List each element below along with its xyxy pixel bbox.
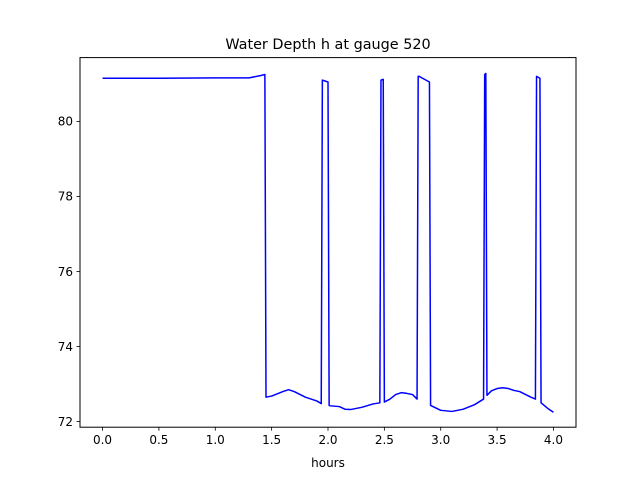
x-tick-label: 2.5 xyxy=(375,433,394,447)
x-tick-label: 3.5 xyxy=(488,433,507,447)
y-tick-label: 74 xyxy=(58,340,73,354)
x-tick-label: 0.0 xyxy=(93,433,112,447)
x-tick-label: 4.0 xyxy=(544,433,563,447)
axis-ticks: 0.0 0.5 1.0 1.5 2.0 2.5 3.0 3.5 4.0 72 74 76 78 80 xyxy=(58,115,563,448)
x-tick-label: 2.0 xyxy=(318,433,337,447)
x-tick-label: 0.5 xyxy=(149,433,168,447)
y-tick-label: 72 xyxy=(58,415,73,429)
y-tick-label: 76 xyxy=(58,265,73,279)
axes-frame xyxy=(79,57,577,428)
x-tick-label: 1.0 xyxy=(206,433,225,447)
x-axis-label: hours xyxy=(311,456,345,470)
y-tick-label: 80 xyxy=(58,115,73,129)
x-tick-label: 3.0 xyxy=(431,433,450,447)
series-line-0 xyxy=(102,72,554,413)
x-tick-label: 1.5 xyxy=(262,433,281,447)
plot-area xyxy=(102,72,554,413)
y-tick-label: 78 xyxy=(58,190,73,204)
chart-title: Water Depth h at gauge 520 xyxy=(225,37,430,53)
